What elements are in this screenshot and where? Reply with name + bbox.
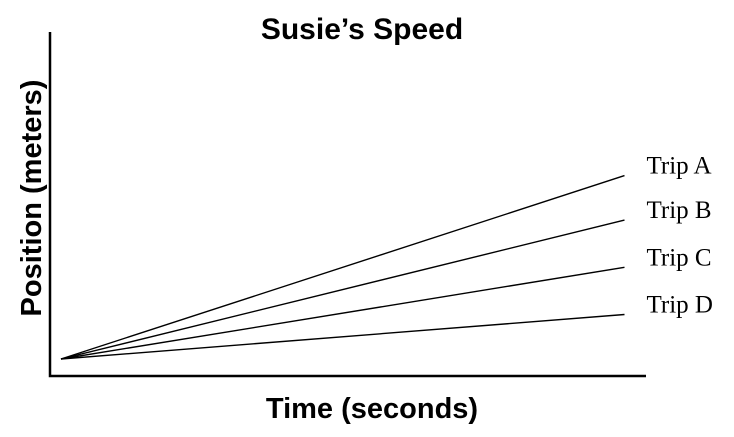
series-line-trip-b — [60, 219, 625, 360]
series-label-trip-b: Trip B — [647, 197, 712, 224]
series-group: Trip A Trip B Trip C Trip D — [60, 153, 713, 360]
x-axis-label: Time (seconds) — [266, 393, 478, 425]
series-line-trip-c — [60, 266, 625, 360]
series-label-trip-a: Trip A — [647, 153, 712, 180]
series-label-trip-d: Trip D — [647, 292, 713, 319]
axes-lines — [48, 32, 646, 378]
chart-title: Susie’s Speed — [261, 13, 463, 46]
series-label-trip-c: Trip C — [647, 244, 712, 271]
series-line-trip-a — [60, 174, 625, 360]
series-line-trip-d — [60, 313, 625, 360]
axes — [48, 32, 646, 378]
y-axis-label: Position (meters) — [16, 80, 48, 317]
